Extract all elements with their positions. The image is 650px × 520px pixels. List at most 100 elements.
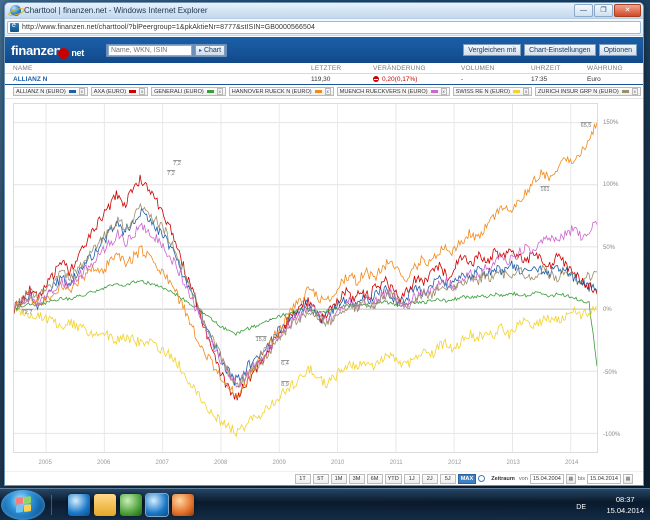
clock[interactable]: 08:37 15.04.2014 (606, 494, 644, 516)
clock-time: 08:37 (615, 494, 635, 504)
chart-settings-button[interactable]: Chart-Einstellungen (524, 44, 596, 56)
legend-chip[interactable]: GENERALI (EURO) x (151, 87, 226, 96)
chart-value-annotation: 6,4 (281, 360, 289, 367)
chart-series-line (13, 122, 598, 399)
legend-remove-icon[interactable]: x (324, 88, 331, 95)
y-axis-tick-label: 100% (603, 182, 619, 189)
options-button[interactable]: Optionen (598, 44, 637, 56)
legend-remove-icon[interactable]: x (440, 88, 447, 95)
legend-chip[interactable]: ALLIANZ N (EURO) x (13, 87, 88, 96)
legend-remove-icon[interactable]: x (78, 88, 85, 95)
legend-chip[interactable]: ZURICH INSUR GRP N (EURO) x (535, 87, 641, 96)
y-axis-tick-label: 50% (603, 244, 616, 251)
chart-plot[interactable] (13, 103, 598, 453)
internet-explorer-taskbar-icon[interactable] (68, 493, 90, 516)
legend-chip[interactable]: MUENCH RUECKVERS N (EURO) x (336, 87, 450, 96)
legend-color-swatch (621, 90, 629, 93)
header-last: LETZTER (311, 64, 342, 72)
logo-dot-icon (58, 47, 70, 59)
cell-change: 0,20(0,17%) (373, 76, 461, 83)
legend-chip[interactable]: HANNOVER RUECK N (EURO) x (228, 87, 334, 96)
favicon-icon (10, 22, 19, 32)
range-button-5t[interactable]: 5T (312, 473, 329, 484)
from-date-input[interactable]: 15.04.2004 (529, 473, 564, 484)
range-button-5j[interactable]: 5J (439, 473, 456, 484)
compare-with-button[interactable]: Vergleichen mit (463, 44, 522, 56)
table-row[interactable]: ALLIANZ N 119,30 0,20(0,17%) - 17:35 Eur… (5, 74, 643, 85)
legend-color-swatch (513, 90, 521, 93)
legend-label: SWISS RE N (EURO) (455, 88, 511, 95)
header-volume: VOLUMEN (461, 64, 495, 72)
x-axis-tick-label: 2007 (155, 460, 169, 466)
from-calendar-icon[interactable]: ▦ (565, 473, 576, 484)
legend-remove-icon[interactable]: x (523, 88, 530, 95)
to-calendar-icon[interactable]: ▦ (623, 473, 633, 484)
legend-remove-icon[interactable]: x (631, 88, 638, 95)
chart-value-annotation: 15,8 (255, 336, 267, 343)
file-explorer-taskbar-icon[interactable] (94, 493, 116, 516)
quote-table: NAME LETZTER VERÄNDERUNG VOLUMEN UHRZEIT… (5, 63, 643, 85)
chart-value-annotation: 161 (540, 186, 550, 193)
language-indicator[interactable]: DE (576, 504, 586, 511)
range-button-1j[interactable]: 1J (403, 473, 420, 484)
finanzen-logo[interactable]: finanzen net (11, 42, 84, 59)
logo-text: finanzen (11, 42, 62, 58)
cell-name[interactable]: ALLIANZ N (13, 75, 48, 83)
range-button-max[interactable]: MAX (457, 473, 477, 484)
browser-window-taskbar-item[interactable] (146, 493, 168, 516)
chart-value-annotation: 7,2 (173, 160, 181, 167)
legend-remove-icon[interactable]: x (216, 88, 223, 95)
close-button[interactable]: ✕ (614, 4, 641, 17)
window-titlebar[interactable]: Charttool | finanzen.net - Windows Inter… (5, 3, 643, 19)
x-axis-tick-label: 2006 (96, 460, 111, 466)
chart-value-annotation: 72,7 (21, 309, 33, 316)
windows-logo-icon (15, 496, 31, 513)
chart-series-line (13, 279, 598, 367)
chart-series-line (13, 305, 598, 438)
chart-svg (13, 104, 598, 452)
legend-chip[interactable]: AXA (EURO) x (90, 87, 149, 96)
legend-color-swatch (206, 90, 214, 93)
y-axis-tick-label: 150% (603, 119, 619, 126)
address-bar[interactable]: http://www.finanzen.net/charttool/?blPee… (5, 19, 643, 36)
range-button-6m[interactable]: 6M (366, 473, 383, 484)
taskbar-divider (51, 494, 52, 515)
range-button-ytd[interactable]: YTD (384, 473, 402, 484)
maximize-button[interactable]: ❐ (594, 4, 613, 17)
firefox-taskbar-icon[interactable] (172, 493, 194, 516)
browser-window: Charttool | finanzen.net - Windows Inter… (4, 2, 644, 486)
y-axis-tick-label: -50% (603, 369, 618, 376)
range-button-2j[interactable]: 2J (421, 473, 438, 484)
media-player-taskbar-icon[interactable] (120, 493, 142, 516)
legend-label: ZURICH INSUR GRP N (EURO) (538, 88, 619, 95)
url-field[interactable]: http://www.finanzen.net/charttool/?blPee… (7, 20, 641, 34)
chart-value-annotation: 65,5 (580, 122, 592, 129)
clock-icon (478, 475, 486, 482)
url-text: http://www.finanzen.net/charttool/?blPee… (22, 23, 315, 31)
header-name: NAME (13, 64, 33, 72)
range-button-3m[interactable]: 3M (348, 473, 365, 484)
search-input[interactable] (107, 44, 192, 56)
x-axis-tick-label: 2011 (389, 460, 403, 466)
legend-remove-icon[interactable]: x (139, 88, 146, 95)
minimize-button[interactable]: — (574, 4, 593, 17)
range-button-1t[interactable]: 1T (294, 473, 311, 484)
legend-label: MUENCH RUECKVERS N (EURO) (339, 88, 428, 95)
cell-time: 17:35 (531, 75, 548, 83)
chart-search-button[interactable]: ▸ Chart (194, 44, 226, 56)
legend-color-swatch (68, 90, 76, 93)
period-label: Zeitraum (491, 475, 515, 482)
chart-value-annotation: 7,2 (167, 170, 175, 177)
header-time: UHRZEIT (531, 64, 561, 72)
search-box[interactable]: ▸ Chart (105, 43, 228, 57)
range-button-1m[interactable]: 1M (330, 473, 347, 484)
start-button[interactable] (1, 489, 45, 520)
legend-color-swatch (430, 90, 438, 93)
window-title: Charttool | finanzen.net - Windows Inter… (24, 6, 208, 15)
legend-chip[interactable]: SWISS RE N (EURO) x (452, 87, 533, 96)
cell-currency: Euro (587, 75, 601, 83)
chart-toolbar: 1T 5T 1M 3M 6M YTD 1J 2J 5J MAX Zeitraum von 15.0… (5, 471, 643, 485)
to-date-input[interactable]: 15.04.2014 (587, 473, 621, 484)
chart-series-line (13, 220, 598, 388)
